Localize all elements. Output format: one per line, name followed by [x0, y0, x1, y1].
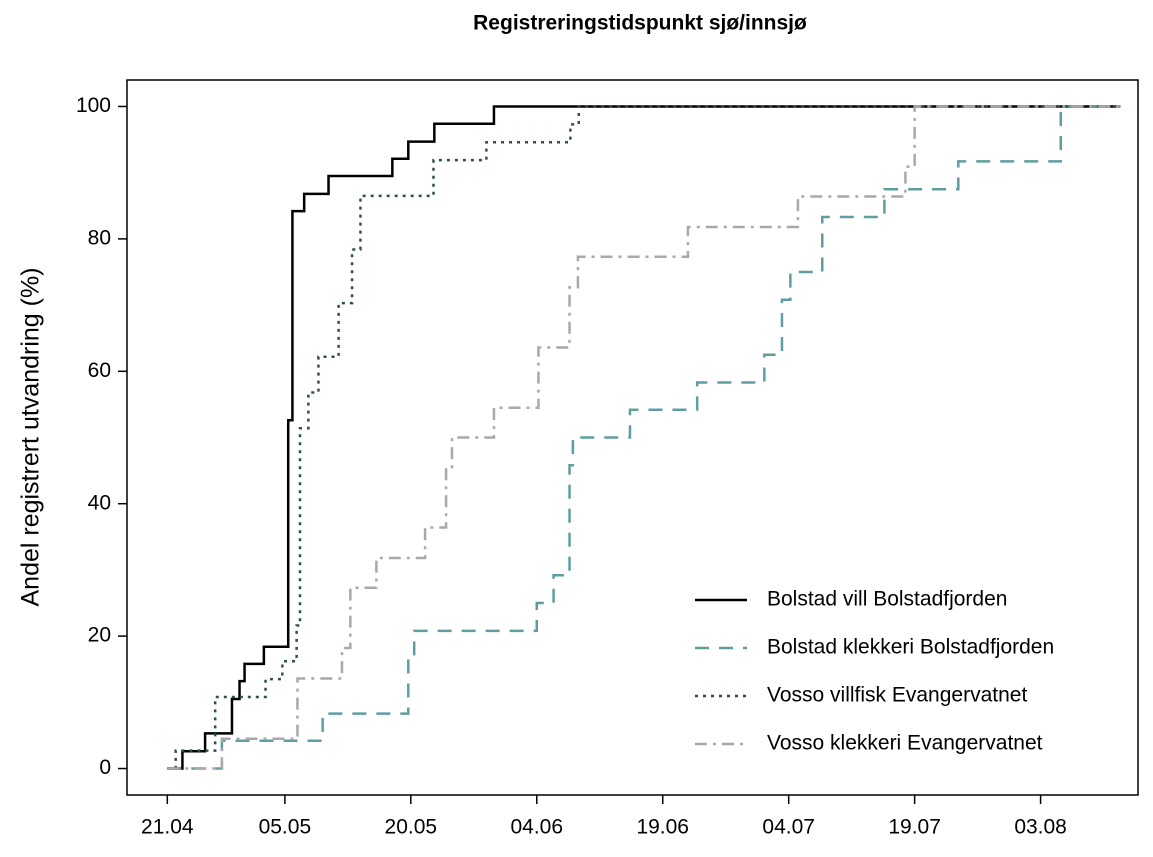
- chart-title: Registreringstidspunkt sjø/innsjø: [473, 12, 807, 35]
- series-line: [167, 105, 1121, 770]
- legend-label: Bolstad klekkeri Bolstadfjorden: [767, 636, 1054, 659]
- x-tick-label: 20.05: [385, 816, 438, 839]
- x-tick-label: 21.04: [141, 816, 194, 839]
- y-tick-label: 100: [76, 94, 111, 117]
- legend-label: Vosso villfisk Evangervatnet: [767, 684, 1027, 707]
- y-tick-label: 0: [99, 756, 111, 779]
- x-tick-label: 19.07: [888, 816, 941, 839]
- x-tick-label: 19.06: [636, 816, 689, 839]
- plot-frame: [126, 79, 1139, 796]
- x-tick-label: 03.08: [1014, 816, 1067, 839]
- legend-label: Bolstad vill Bolstadfjorden: [767, 588, 1007, 611]
- x-tick-label: 04.07: [762, 816, 815, 839]
- y-tick-label: 20: [88, 624, 111, 647]
- series-line: [167, 105, 1121, 770]
- x-tick-label: 04.06: [510, 816, 563, 839]
- y-tick-label: 60: [88, 359, 111, 382]
- y-tick-label: 40: [88, 491, 111, 514]
- series-line: [167, 105, 1121, 770]
- legend-label: Vosso klekkeri Evangervatnet: [767, 732, 1043, 755]
- y-axis-label: Andel registrert utvandring (%): [17, 267, 45, 606]
- x-tick-label: 05.05: [259, 816, 312, 839]
- series-line: [167, 105, 1121, 770]
- y-tick-label: 80: [88, 226, 111, 249]
